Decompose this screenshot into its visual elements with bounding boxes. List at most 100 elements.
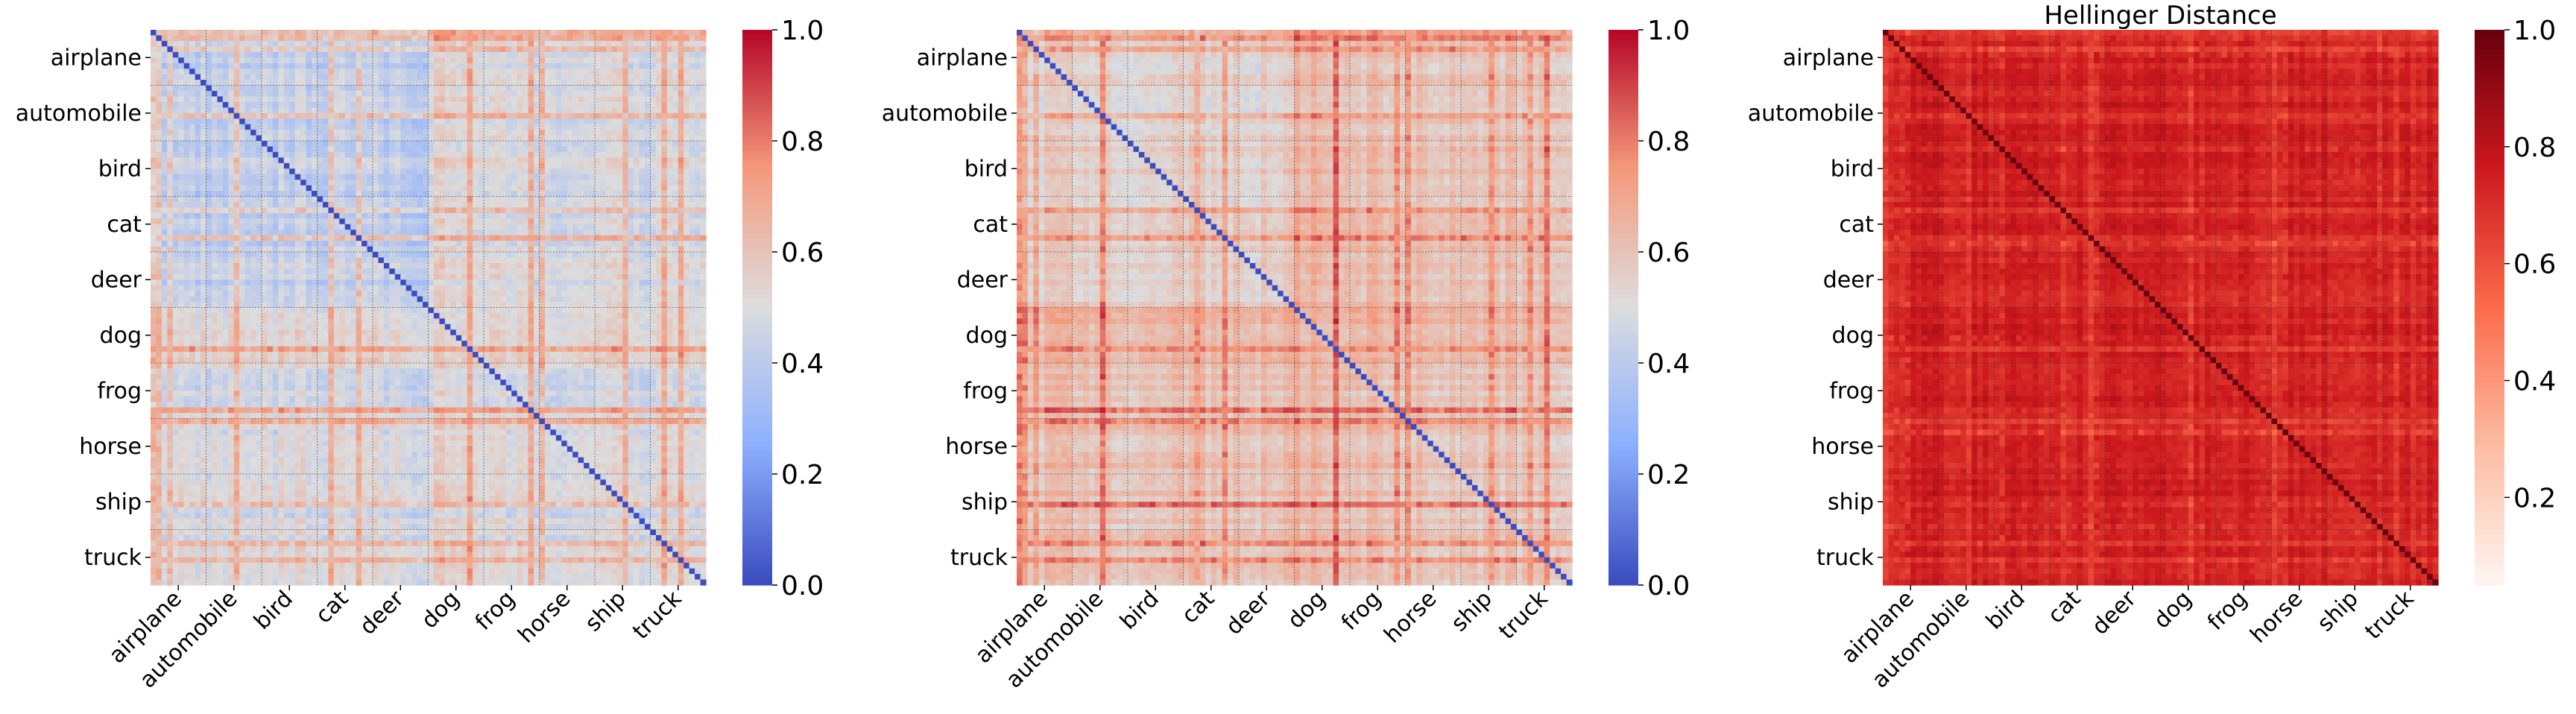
- heatmap-cell: [350, 57, 357, 64]
- heatmap-cell: [600, 146, 607, 153]
- heatmap-cell: [628, 285, 634, 291]
- heatmap-cell: [156, 63, 162, 69]
- heatmap-cell: [666, 274, 673, 280]
- heatmap-cell: [306, 268, 312, 275]
- heatmap-cell: [489, 252, 496, 259]
- heatmap-cell: [645, 246, 651, 253]
- heatmap-cell: [317, 218, 323, 225]
- heatmap-cell: [639, 85, 645, 92]
- heatmap-cell: [328, 212, 335, 219]
- heatmap-cell: [605, 130, 612, 136]
- heatmap-cell: [239, 218, 246, 225]
- heatmap-cell: [616, 252, 623, 259]
- heatmap-cell: [611, 196, 618, 203]
- heatmap-cell: [262, 207, 268, 214]
- heatmap-cell: [156, 146, 162, 153]
- heatmap-cell: [256, 107, 262, 114]
- heatmap-cell: [228, 279, 235, 286]
- heatmap-cell: [233, 124, 240, 130]
- heatmap-cell: [605, 302, 612, 309]
- heatmap-cell: [400, 63, 407, 69]
- heatmap-cell: [584, 174, 590, 180]
- heatmap-cell: [328, 35, 335, 42]
- heatmap-cell: [645, 235, 651, 241]
- heatmap-cell: [455, 257, 462, 264]
- heatmap-cell: [645, 168, 651, 175]
- heatmap-cell: [267, 69, 274, 75]
- heatmap-cell: [400, 146, 407, 153]
- heatmap-cell: [172, 285, 179, 291]
- heatmap-cell: [467, 146, 473, 153]
- heatmap-cell: [317, 252, 323, 259]
- heatmap-cell: [195, 191, 201, 198]
- heatmap-cell: [362, 85, 368, 92]
- heatmap-cell: [467, 257, 473, 264]
- heatmap-cell: [655, 146, 662, 153]
- heatmap-cell: [328, 302, 335, 309]
- heatmap-cell: [389, 157, 396, 164]
- heatmap-cell: [628, 246, 634, 253]
- heatmap-cell: [616, 291, 623, 297]
- heatmap-cell: [344, 35, 351, 42]
- heatmap-cell: [544, 218, 551, 225]
- heatmap-cell: [700, 252, 707, 259]
- heatmap-cell: [217, 124, 224, 130]
- heatmap-cell: [317, 246, 323, 253]
- heatmap-cell: [267, 207, 274, 214]
- heatmap-cell: [695, 252, 701, 259]
- heatmap-cell: [511, 85, 518, 92]
- heatmap-cell: [167, 207, 174, 214]
- heatmap-cell: [423, 85, 429, 92]
- heatmap-cell: [645, 74, 651, 80]
- heatmap-cell: [367, 124, 373, 130]
- heatmap-cell: [350, 168, 357, 175]
- heatmap-cell: [262, 135, 268, 142]
- heatmap-cell: [228, 285, 235, 291]
- heatmap-cell: [444, 146, 451, 153]
- heatmap-cell: [367, 162, 373, 169]
- heatmap-cell: [278, 46, 285, 53]
- heatmap-cell: [639, 30, 645, 37]
- heatmap-cell: [423, 180, 429, 186]
- heatmap-cell: [600, 30, 607, 37]
- heatmap-cell: [589, 35, 596, 42]
- heatmap-cell: [439, 130, 446, 136]
- heatmap-cell: [467, 101, 473, 108]
- heatmap-cell: [367, 57, 373, 64]
- heatmap-cell: [528, 185, 534, 192]
- heatmap-cell: [244, 212, 251, 219]
- heatmap-cell: [439, 196, 446, 203]
- heatmap-cell: [523, 146, 529, 153]
- heatmap-cell: [423, 285, 429, 291]
- heatmap-cell: [411, 218, 418, 225]
- heatmap-cell: [484, 30, 490, 37]
- heatmap-cell: [473, 285, 479, 291]
- heatmap-cell: [201, 180, 207, 186]
- heatmap-cell: [589, 151, 596, 158]
- heatmap-cell: [517, 274, 523, 280]
- heatmap-cell: [484, 168, 490, 175]
- heatmap-cell: [328, 162, 335, 169]
- heatmap-cell: [178, 168, 185, 175]
- heatmap-cell: [367, 279, 373, 286]
- heatmap-cell: [278, 246, 285, 253]
- heatmap-cell: [405, 285, 412, 291]
- heatmap-cell: [455, 296, 462, 303]
- heatmap-cell: [473, 224, 479, 230]
- heatmap-cell: [312, 196, 318, 203]
- heatmap-cell: [272, 302, 279, 309]
- heatmap-cell: [684, 274, 690, 280]
- heatmap-cell: [156, 291, 162, 297]
- heatmap-cell: [672, 201, 679, 208]
- heatmap-cell: [539, 218, 546, 225]
- heatmap-cell: [600, 85, 607, 92]
- heatmap-cell: [294, 119, 301, 125]
- heatmap-cell: [678, 96, 684, 103]
- heatmap-cell: [417, 151, 423, 158]
- heatmap-cell: [417, 274, 423, 280]
- heatmap-cell: [666, 246, 673, 253]
- heatmap-cell: [523, 135, 529, 142]
- heatmap-cell: [294, 196, 301, 203]
- heatmap-cell: [201, 90, 207, 97]
- heatmap-cell: [572, 201, 579, 208]
